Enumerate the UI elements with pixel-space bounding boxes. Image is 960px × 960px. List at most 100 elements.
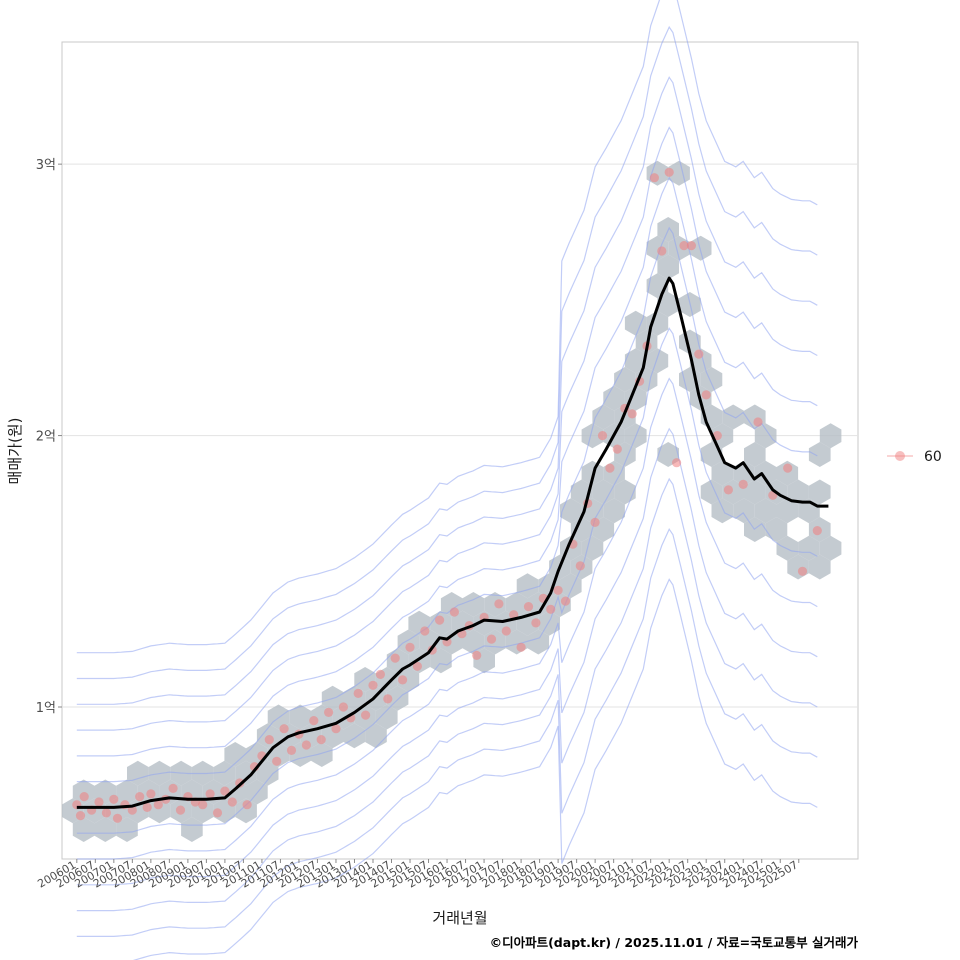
data-point	[560, 596, 571, 606]
hexbin-cell	[473, 610, 495, 636]
legend: 60	[887, 449, 942, 465]
data-point	[286, 745, 297, 756]
hexbin-cell	[754, 423, 777, 449]
hexbin-cell	[570, 517, 593, 542]
contour-line	[76, 76, 818, 705]
data-point	[649, 173, 660, 183]
data-point	[301, 740, 311, 750]
data-point	[516, 642, 526, 652]
hexbin-cell	[700, 479, 723, 505]
source-caption: ©디아파트(dapt.kr) / 2025.11.01 / 자료=국토교통부 실…	[490, 935, 859, 950]
data-point	[597, 431, 608, 441]
hexbin-cell	[603, 385, 625, 411]
hexbin-cell	[787, 479, 809, 505]
data-point	[679, 241, 689, 251]
trend-line-layer	[76, 276, 829, 809]
data-point	[324, 707, 334, 718]
hexbin-cell	[538, 610, 560, 636]
contour-line	[132, 578, 818, 960]
hexbin-cell	[127, 760, 149, 786]
data-point	[135, 792, 145, 802]
hexbin-cell	[462, 592, 485, 617]
data-point	[142, 802, 152, 813]
data-point	[112, 813, 123, 823]
hexbin-cell	[397, 667, 420, 692]
data-point	[146, 789, 156, 799]
hexbin-cell	[181, 817, 203, 842]
data-point	[264, 735, 274, 745]
data-point	[316, 735, 326, 745]
data-point	[109, 794, 119, 804]
data-point	[390, 653, 400, 663]
hexbin-cell	[430, 648, 452, 674]
hexbin-cell	[754, 460, 777, 486]
data-point	[361, 710, 371, 720]
hexbin-cell	[808, 554, 831, 580]
hexbin-cell	[646, 310, 669, 336]
hexbin-cell	[754, 498, 777, 524]
hexbin-cell	[527, 629, 550, 655]
contour-line	[76, 527, 818, 937]
y-axis-title: 매매가(원)	[6, 418, 24, 485]
data-point	[701, 390, 711, 400]
data-point	[175, 805, 186, 815]
hexbin-cell	[765, 517, 788, 542]
y-tick-label: 2억	[36, 430, 56, 445]
data-point	[309, 716, 319, 726]
plot-panel	[61, 41, 859, 860]
hexbin-cell	[505, 592, 528, 617]
data-point	[672, 458, 682, 468]
data-point	[812, 526, 822, 536]
data-point	[279, 724, 289, 734]
legend-label: 60	[924, 449, 942, 465]
hexbin-cell	[657, 292, 679, 317]
data-point	[398, 675, 408, 685]
contour-line	[76, 0, 818, 654]
data-point	[212, 808, 223, 818]
data-point	[501, 626, 511, 636]
y-axis-ticks: 1억 2억 3억	[36, 158, 62, 716]
hexbin-cell	[311, 742, 333, 767]
trend-line	[76, 276, 829, 809]
legend-point	[895, 451, 905, 461]
hexbin-cell	[603, 498, 625, 524]
hexbin-cell	[289, 704, 311, 730]
contour-line	[76, 377, 818, 860]
density-contours	[76, 0, 818, 960]
hexbin-cell	[776, 498, 799, 524]
data-point	[472, 650, 482, 661]
data-point	[590, 517, 600, 528]
data-point	[94, 797, 104, 807]
hexbin-cell	[700, 367, 723, 392]
data-point	[449, 607, 459, 617]
data-point	[412, 661, 422, 671]
hexbin-cell	[808, 442, 831, 467]
hexbin-cell	[819, 535, 842, 561]
contour-line	[76, 126, 818, 731]
hexbin-cell	[614, 367, 636, 392]
hexbin-cell	[440, 629, 463, 655]
hexbin-cell	[711, 460, 734, 486]
hexbin-cell	[581, 423, 604, 449]
hexbin-cell	[624, 348, 647, 374]
y-tick-label: 3억	[36, 158, 56, 173]
data-point	[738, 479, 748, 489]
hexbin-cell	[592, 404, 615, 430]
data-point	[686, 241, 697, 251]
hexbin-cell	[744, 479, 766, 505]
data-point	[657, 246, 667, 256]
data-point	[331, 724, 341, 734]
data-point	[127, 805, 137, 815]
data-point	[494, 599, 504, 609]
hexbin-cell	[819, 423, 842, 449]
hexbin-cell	[614, 479, 636, 505]
data-point	[435, 615, 445, 625]
hexbin-cell	[808, 479, 831, 505]
data-point	[383, 694, 393, 704]
data-point	[338, 702, 348, 712]
hexbin-cell	[592, 479, 615, 505]
hexbin-cell	[581, 535, 604, 561]
data-point	[531, 618, 541, 628]
contour-line	[76, 25, 818, 680]
